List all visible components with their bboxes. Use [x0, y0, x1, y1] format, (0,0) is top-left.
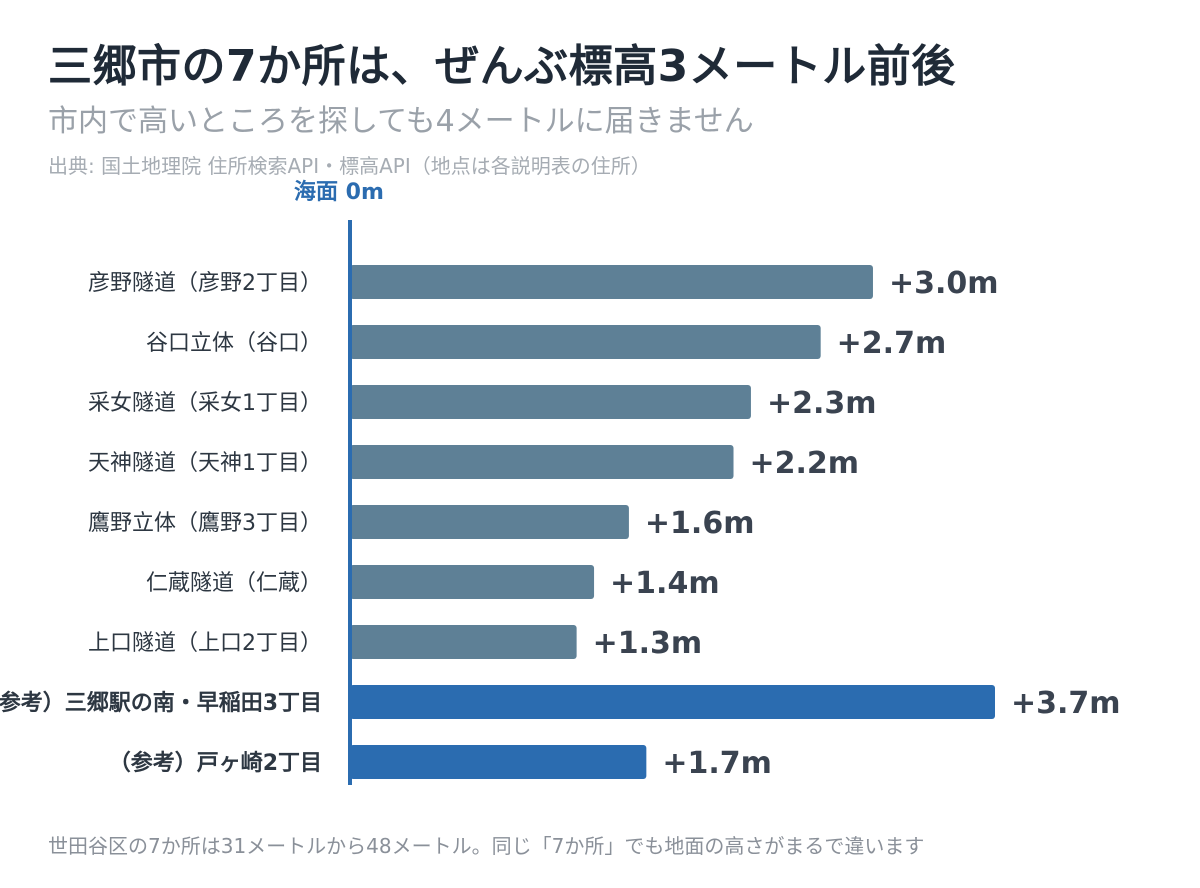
value-label-0: +3.0m — [889, 266, 999, 301]
bar-6 — [350, 625, 577, 659]
value-label-3: +2.2m — [750, 446, 860, 481]
value-label-7: +3.7m — [1011, 686, 1121, 721]
bar-7 — [350, 685, 995, 719]
bar-1 — [350, 325, 821, 359]
category-label-0: 彦野隧道（彦野2丁目） — [88, 271, 322, 296]
chart-title: 三郷市の7か所は、ぜんぶ標高3メートル前後 — [48, 41, 956, 92]
bar-3 — [350, 445, 734, 479]
category-label-6: 上口隧道（上口2丁目） — [88, 631, 322, 656]
value-label-6: +1.3m — [593, 626, 703, 661]
category-label-7: （参考）三郷駅の南・早稲田3丁目 — [0, 690, 322, 716]
chart-subtitle: 市内で高いところを探しても4メートルに届きません — [48, 104, 754, 139]
category-label-2: 采女隧道（采女1丁目） — [88, 391, 322, 416]
value-label-8: +1.7m — [662, 746, 772, 781]
bar-2 — [350, 385, 751, 419]
bar-0 — [350, 265, 873, 299]
value-label-1: +2.7m — [837, 326, 947, 361]
bar-8 — [350, 745, 647, 779]
category-label-1: 谷口立体（谷口） — [146, 331, 322, 356]
source-note: 出典: 国土地理院 住所検索API・標高API（地点は各説明表の住所） — [48, 154, 651, 178]
footnote: 世田谷区の7か所は31メートルから48メートル。同じ「7か所」でも地面の高さがま… — [48, 834, 925, 858]
category-label-4: 鷹野立体（鷹野3丁目） — [88, 511, 322, 536]
bar-4 — [350, 505, 629, 539]
category-label-8: （参考）戸ヶ崎2丁目 — [109, 750, 322, 776]
zero-axis-label: 海面 0m — [294, 180, 384, 205]
value-label-2: +2.3m — [767, 386, 877, 421]
value-label-5: +1.4m — [610, 566, 720, 601]
category-label-5: 仁蔵隧道（仁蔵） — [146, 571, 322, 596]
category-label-3: 天神隧道（天神1丁目） — [88, 451, 322, 476]
value-label-4: +1.6m — [645, 506, 755, 541]
bar-5 — [350, 565, 595, 599]
